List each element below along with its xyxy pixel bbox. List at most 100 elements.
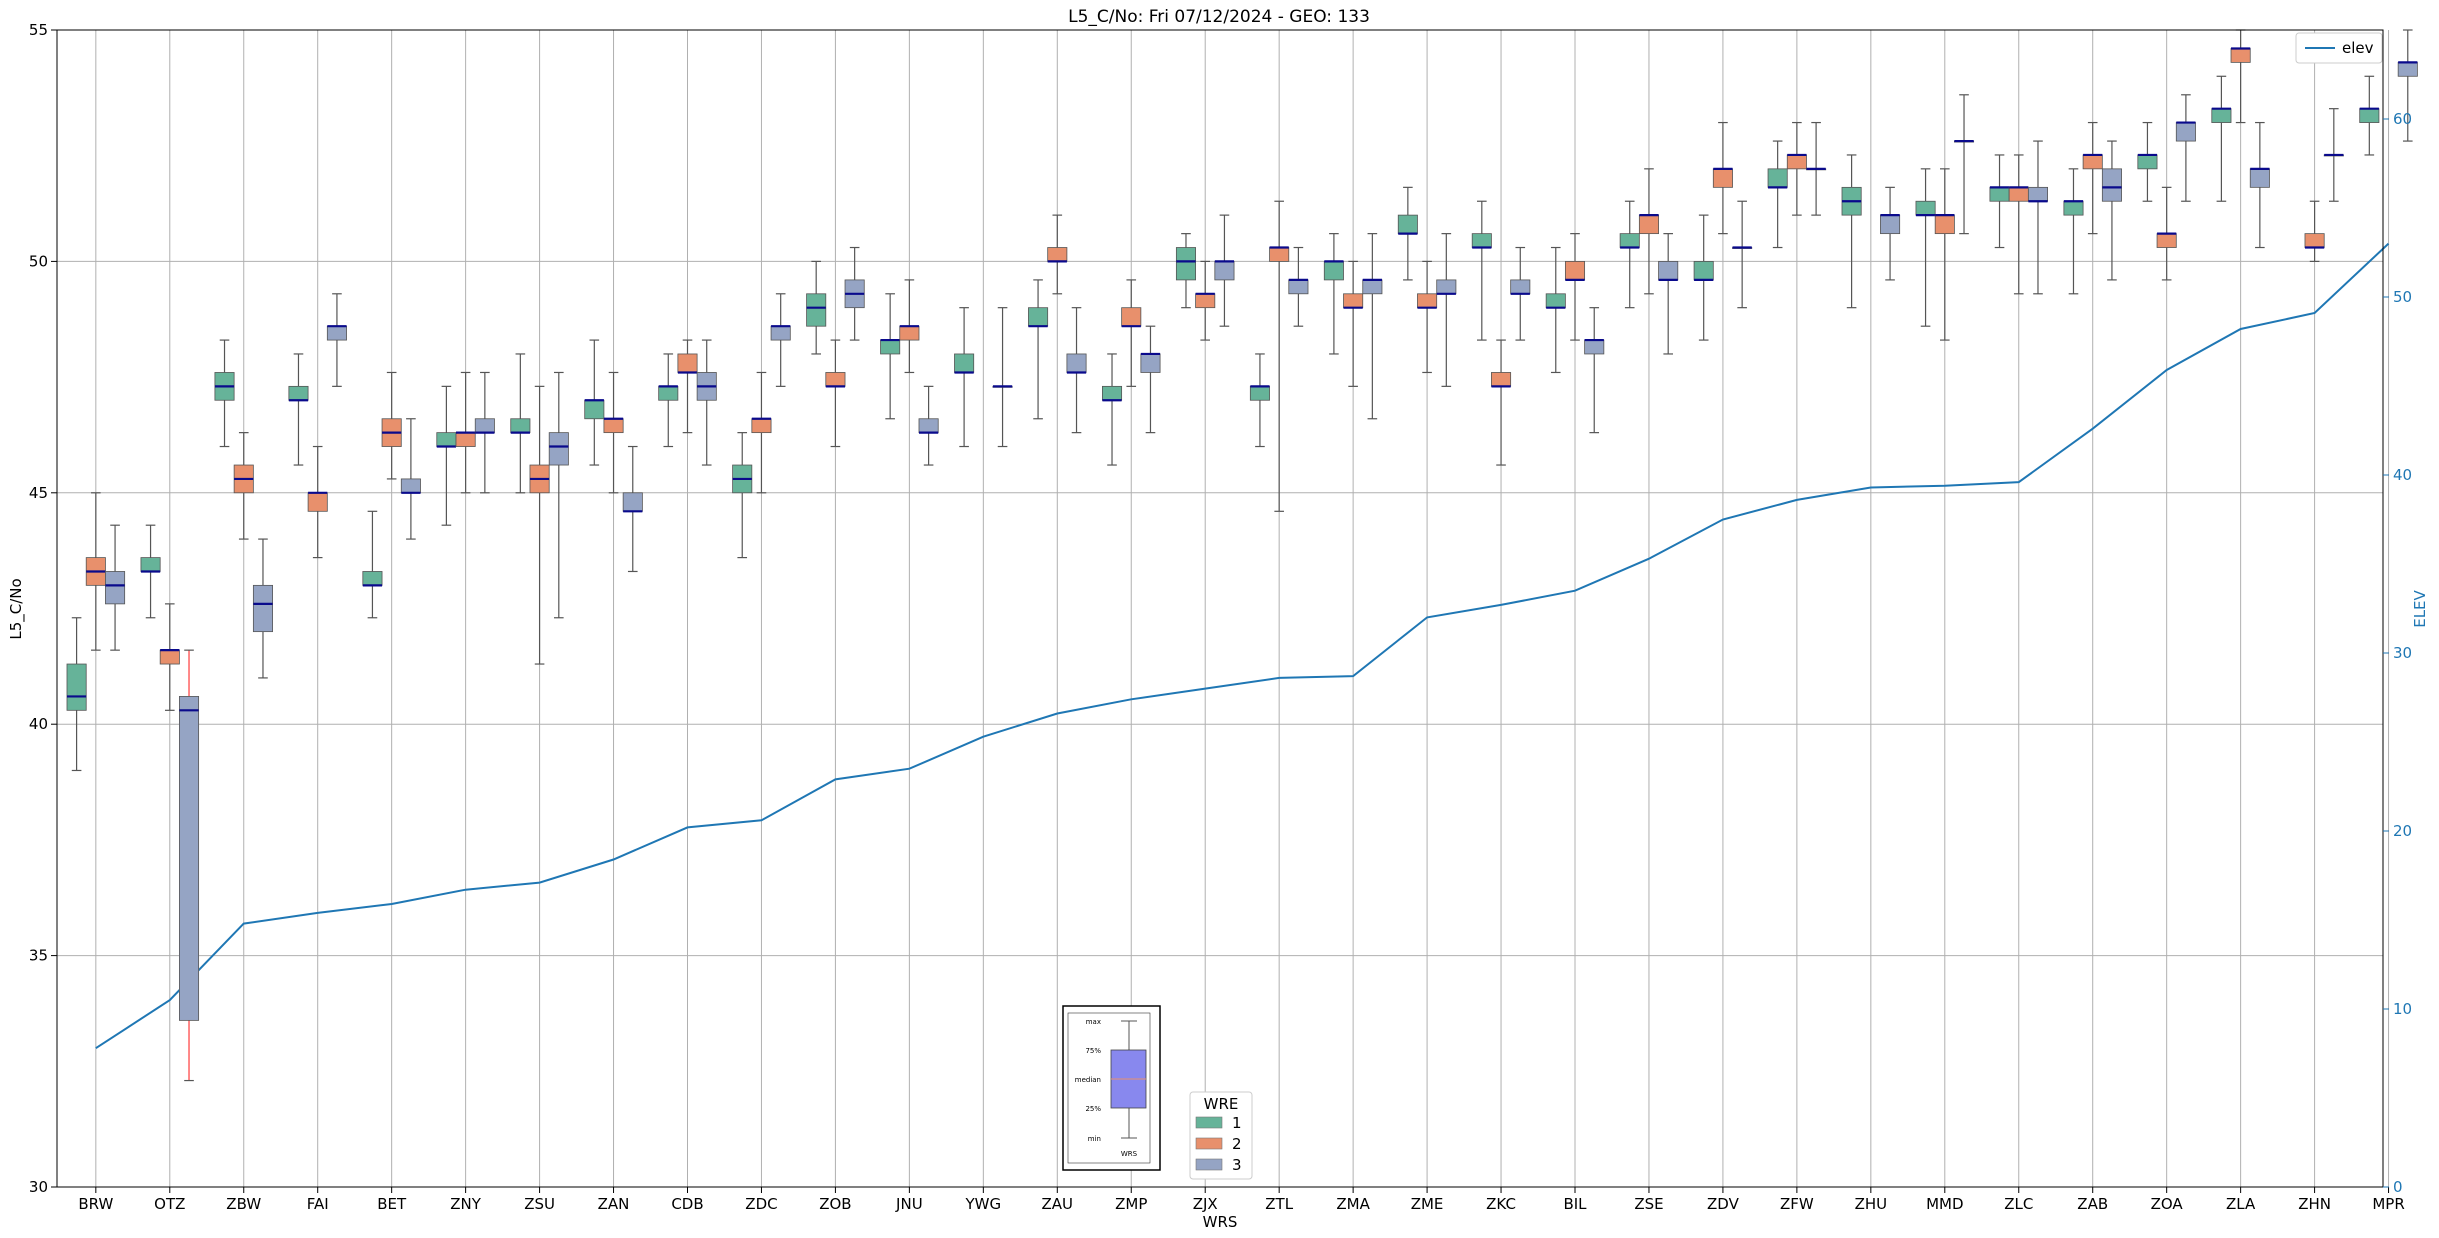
box-ZMP-wre-2 [1121, 279, 1142, 387]
box-iqr [2211, 108, 2232, 123]
elev-legend: elev [2295, 32, 2383, 64]
y-tick-label: 55 [29, 21, 48, 39]
box-iqr [1693, 260, 1714, 281]
box-ZSU-wre-3 [548, 371, 569, 619]
box-iqr [1343, 293, 1364, 309]
box-iqr [1175, 247, 1196, 281]
box-ZAB-wre-2 [2082, 121, 2103, 235]
box-ZME-wre-3 [1436, 233, 1457, 387]
box-FAI-wre-3 [326, 293, 347, 387]
box-ZAN-wre-2 [603, 371, 624, 494]
box-ZLA-wre-1 [2211, 75, 2232, 202]
box-iqr [751, 418, 772, 434]
x-tick-label: ZOB [819, 1195, 851, 1213]
box-iqr [1362, 279, 1383, 295]
box-iqr [1323, 260, 1344, 281]
box-iqr [2397, 61, 2418, 77]
x-tick-label: ZLA [2226, 1195, 2256, 1213]
box-iqr [159, 649, 180, 665]
box-iqr [1712, 168, 1733, 188]
box-iqr [474, 418, 495, 434]
plot-frame [56, 29, 2384, 1188]
box-ZAN-wre-1 [584, 339, 605, 466]
x-tick-label: CDB [671, 1195, 703, 1213]
box-iqr [307, 492, 328, 512]
box-OTZ-wre-2 [159, 603, 180, 711]
x-tick-label: BIL [1563, 1195, 1587, 1213]
box-ZLA-wre-3 [2249, 121, 2270, 249]
box-ZBW-wre-3 [252, 538, 273, 679]
box-ZDV-wre-3 [1732, 200, 1753, 309]
x-tick-label: MMD [1926, 1195, 1963, 1213]
box-ZAB-wre-3 [2101, 140, 2122, 281]
box-iqr [1934, 214, 1955, 235]
x-tick-label: OTZ [154, 1195, 185, 1213]
elev-series [95, 242, 2390, 1050]
box-OTZ-wre-3 [179, 649, 200, 1082]
box-JNU-wre-1 [880, 293, 901, 420]
y2-tick-label: 50 [2393, 288, 2412, 306]
y2-axis-label: ELEV [2411, 589, 2429, 627]
y-tick-label: 45 [29, 484, 48, 502]
box-ZMP-wre-1 [1102, 353, 1123, 466]
y-tick-label: 40 [29, 715, 48, 733]
box-iqr [1989, 186, 2010, 202]
x-tick-label: ZAB [2077, 1195, 2108, 1213]
y-tick-label: 35 [29, 947, 48, 965]
box-ZLC-wre-2 [2008, 154, 2029, 295]
y2-tick-label: 40 [2393, 466, 2412, 484]
box-iqr [400, 478, 421, 494]
y2-tick-label: 30 [2393, 644, 2412, 662]
box-iqr [825, 372, 846, 387]
box-ZAB-wre-1 [2063, 168, 2084, 295]
x-tick-label: ZFW [1780, 1195, 1814, 1213]
box-iqr [105, 571, 126, 605]
y-axis-ticks: 30 35 40 45 50 55 [29, 21, 57, 1196]
box-iqr [510, 418, 531, 434]
box-iqr [1880, 214, 1901, 235]
box-iqr [880, 339, 901, 355]
box-ZNY-wre-1 [436, 385, 457, 526]
box-ZMA-wre-3 [1362, 233, 1383, 420]
wre-legend-label-1: 1 [1232, 1114, 1242, 1132]
box-ZME-wre-2 [1417, 260, 1438, 374]
x-tick-label: ZAU [1042, 1195, 1074, 1213]
box-iqr [899, 325, 920, 341]
key-label-median: median [1075, 1076, 1101, 1084]
box-ZDC-wre-3 [770, 293, 791, 387]
box-ZSE-wre-1 [1619, 200, 1640, 309]
x-tick-label: ZME [1411, 1195, 1444, 1213]
x-tick-label: JNU [895, 1195, 923, 1213]
box-MMD-wre-3 [1954, 94, 1975, 235]
box-iqr [288, 385, 309, 401]
y2-tick-label: 10 [2393, 1000, 2412, 1018]
box-YWG-wre-3 [992, 307, 1013, 448]
box-iqr [1102, 385, 1123, 401]
box-iqr [584, 399, 605, 420]
y-axis-label: L5_C/No [7, 578, 26, 639]
box-ZHN-wre-3 [2323, 108, 2344, 202]
box-MPR-wre-3 [2397, 29, 2418, 142]
box-iqr [622, 492, 643, 512]
box-FAI-wre-2 [307, 445, 328, 559]
box-ZFW-wre-1 [1767, 140, 1788, 249]
box-BIL-wre-3 [1584, 307, 1605, 434]
y-tick-label: 30 [29, 1178, 48, 1196]
box-iqr [770, 325, 791, 341]
box-BIL-wre-1 [1545, 246, 1566, 374]
box-iqr [2082, 154, 2103, 170]
box-iqr [1510, 279, 1531, 295]
key-label-q3: 75% [1085, 1047, 1101, 1055]
box-iqr [1397, 214, 1418, 235]
box-iqr [140, 557, 161, 572]
key-label-max: max [1086, 1018, 1101, 1026]
box-ZME-wre-1 [1397, 186, 1418, 281]
box-iqr [2137, 154, 2158, 170]
box-ZDC-wre-2 [751, 371, 772, 494]
box-iqr [1786, 154, 1807, 170]
box-ZKC-wre-1 [1471, 200, 1492, 341]
box-ZFW-wre-3 [1806, 121, 1827, 216]
box-iqr [1767, 168, 1788, 188]
box-iqr [2101, 168, 2122, 202]
x-tick-label: BET [377, 1195, 407, 1213]
